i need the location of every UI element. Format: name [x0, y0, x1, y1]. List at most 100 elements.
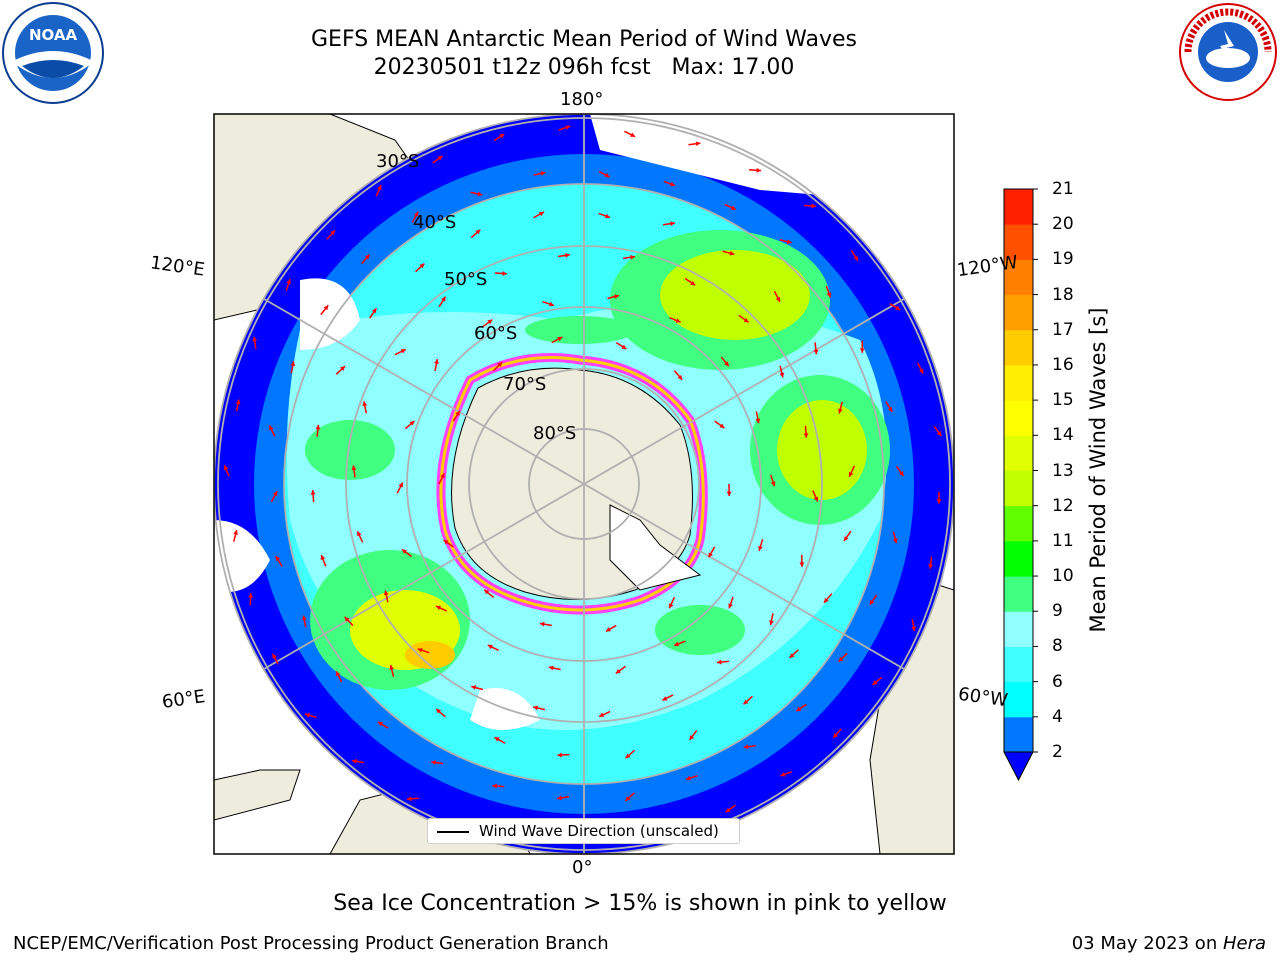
wave-arrow-head	[492, 783, 497, 789]
wave-arrow-head	[455, 410, 460, 416]
wave-arrow-head	[269, 425, 274, 431]
wave-arrow-head	[440, 473, 445, 479]
colorbar-tick-label: 8	[1052, 636, 1063, 657]
wave-arrow-head	[689, 735, 695, 740]
colorbar-segment	[1004, 364, 1033, 401]
wave-arrow-head	[475, 229, 481, 235]
antarctica	[436, 353, 708, 615]
colorbar-segment	[1004, 189, 1033, 225]
footer-date: 03 May 2023 on Hera	[1072, 933, 1266, 954]
wave-arrow-head	[799, 562, 805, 567]
wave-arrow-head	[630, 254, 635, 260]
wave-arrow-head	[286, 279, 291, 285]
wave-arrow-head	[769, 620, 774, 626]
wave-arrow-head	[471, 685, 477, 690]
wave-arrow-head	[320, 555, 326, 561]
wave-arrow-head	[708, 552, 713, 558]
wave-arrow-head	[499, 133, 505, 139]
colorbar-tick-label: 15	[1052, 390, 1074, 411]
wave-arrow-head	[669, 603, 674, 609]
wave-arrow-head	[502, 271, 507, 276]
wave-arrow-head	[417, 647, 423, 653]
colorbar	[1003, 188, 1038, 782]
wave-arrow-head	[413, 211, 419, 217]
wave-arrow-head	[621, 344, 627, 350]
wave-arrow-head	[625, 753, 631, 759]
colorbar-segment	[1004, 505, 1033, 542]
wave-arrow-head	[756, 167, 762, 173]
wave-arrow-head	[743, 744, 749, 750]
wave-arrow-head	[813, 349, 819, 355]
wave-arrow-head	[398, 482, 403, 488]
wave-arrow-head	[539, 211, 545, 217]
wave-arrow-head	[401, 549, 407, 554]
colorbar-tick-label: 19	[1052, 249, 1074, 270]
wave-arrow-head	[936, 431, 942, 437]
wave-arrow-head	[441, 296, 446, 302]
wave-arrow-head	[565, 125, 571, 130]
wave-arrow-head	[605, 213, 610, 219]
colorbar-segment	[1004, 470, 1033, 507]
colorbar-tick-label: 20	[1052, 214, 1074, 235]
colorbar-tick-label: 18	[1052, 284, 1074, 305]
wave-arrow-head	[893, 538, 898, 544]
wave-arrow-head	[779, 372, 785, 378]
lon-label-0: 0°	[572, 857, 593, 878]
lat-label-50s: 50°S	[444, 269, 488, 290]
wave-arrow-head	[275, 556, 281, 562]
wave-arrow-head	[323, 305, 329, 311]
wave-arrow-head	[233, 530, 238, 535]
wave-arrow-head	[838, 656, 844, 662]
wave-arrow-head	[674, 641, 680, 647]
wave-arrow-head	[431, 760, 436, 765]
wave-arrow-head	[352, 758, 357, 764]
wave-arrow-head	[936, 499, 942, 504]
wave-arrow-head	[899, 471, 904, 476]
wave-arrow-head	[310, 490, 316, 495]
wave-arrow-head	[435, 605, 441, 611]
map-legend: Wind Wave Direction (unscaled)	[427, 818, 740, 844]
wave-arrow-head	[726, 491, 732, 496]
wave-arrow-head	[685, 775, 691, 781]
colorbar-segment	[1004, 576, 1033, 612]
wave-arrow-head	[437, 155, 443, 161]
lat-label-80s: 80°S	[533, 423, 577, 444]
wave-arrow-head	[290, 361, 296, 367]
wave-arrow-head	[540, 171, 546, 176]
wave-arrow-head	[780, 772, 786, 777]
wave-arrow-head	[918, 368, 924, 374]
wave-direction-arrows	[223, 125, 942, 844]
wave-arrow-head	[362, 401, 368, 407]
colorbar-tick-label: 2	[1052, 742, 1063, 762]
wave-arrow-head	[675, 318, 681, 323]
wave-arrow-head	[364, 254, 370, 260]
wave-arrow-head	[248, 593, 254, 598]
wave-arrow-head	[557, 795, 562, 801]
lat-label-60s: 60°S	[474, 323, 518, 344]
wave-arrow-head	[409, 420, 415, 426]
wave-arrow-head	[614, 294, 620, 299]
wave-arrow-head	[775, 296, 781, 302]
wave-arrow-head	[419, 263, 425, 269]
lat-label-30s: 30°S	[376, 151, 420, 172]
map-title: GEFS MEAN Antarctic Mean Period of Wind …	[311, 27, 857, 52]
wave-arrow-head	[377, 185, 382, 191]
wave-arrow-head	[477, 191, 483, 197]
wave-arrow-head	[670, 221, 675, 227]
colorbar-tick-label: 11	[1052, 530, 1074, 551]
colorbar-segment	[1004, 259, 1033, 296]
colorbar-segment	[1004, 540, 1033, 577]
wave-arrow-head	[928, 564, 934, 569]
footer-branch: NCEP/EMC/Verification Post Processing Pr…	[13, 933, 609, 954]
colorbar-extend-arrow	[1003, 751, 1034, 782]
wave-arrow-head	[895, 305, 901, 310]
wave-arrow-head	[615, 668, 621, 674]
wave-arrow-head	[728, 603, 733, 609]
wave-arrow-head	[859, 348, 865, 353]
wave-arrow-head	[533, 705, 539, 711]
wave-arrow-head	[677, 374, 683, 380]
caption: Sea Ice Concentration > 15% is shown in …	[333, 891, 947, 916]
colorbar-segment	[1004, 400, 1033, 436]
wave-arrow-head	[400, 349, 406, 354]
